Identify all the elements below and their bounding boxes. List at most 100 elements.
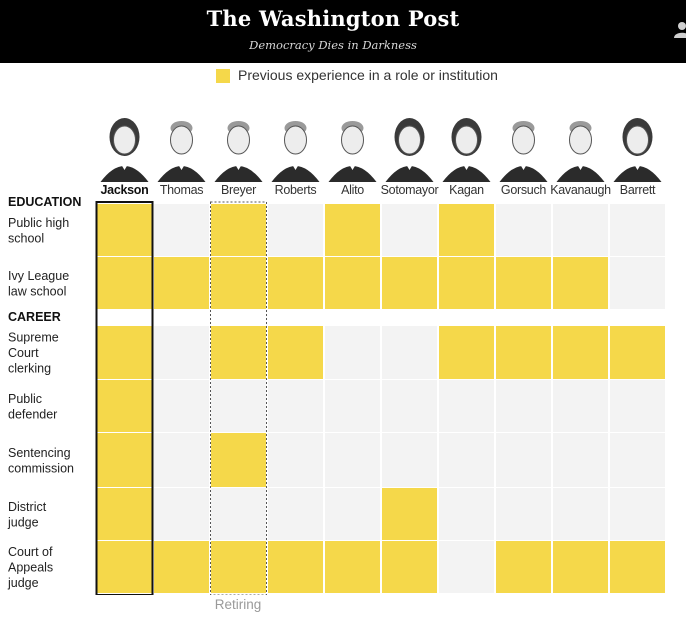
row-label: commission <box>8 461 74 475</box>
legend-swatch <box>216 69 230 83</box>
cell-filled <box>553 257 608 309</box>
retiring-label: Retiring <box>214 597 262 612</box>
portrait-barrett <box>613 118 662 182</box>
portrait-kavanaugh <box>556 121 605 182</box>
cell-filled <box>439 257 494 309</box>
portrait-kagan <box>442 118 491 182</box>
cell-empty <box>610 257 665 309</box>
cell-filled <box>97 433 152 487</box>
portrait-robe <box>271 166 320 182</box>
cell-empty <box>154 488 209 540</box>
cell-empty <box>553 488 608 540</box>
cell-filled <box>97 257 152 309</box>
cell-filled <box>211 257 266 309</box>
cell-filled <box>496 326 551 379</box>
cell-empty <box>268 204 323 256</box>
cell-empty <box>553 380 608 432</box>
cell-empty <box>382 204 437 256</box>
cell-filled <box>496 541 551 593</box>
cell-empty <box>610 380 665 432</box>
cell-filled <box>553 541 608 593</box>
row-label: law school <box>8 284 66 298</box>
row-label: school <box>8 231 44 245</box>
experience-grid-chart: Jackson Thomas Breyer Roberts Alito Sotomayor… <box>7 118 665 595</box>
cell-filled <box>325 204 380 256</box>
portrait-face <box>626 125 649 155</box>
portrait-face <box>569 125 592 155</box>
cell-empty <box>211 488 266 540</box>
portrait-face <box>284 125 307 155</box>
portrait-collar <box>118 160 131 170</box>
justice-name-alito: Alito <box>341 183 364 197</box>
cell-empty <box>382 433 437 487</box>
portrait-sotomayor <box>385 118 434 182</box>
portrait-collar <box>175 160 188 170</box>
cell-filled <box>439 326 494 379</box>
cell-filled <box>610 541 665 593</box>
cell-empty <box>553 204 608 256</box>
portrait-gorsuch <box>499 121 548 182</box>
portrait-collar <box>232 160 245 170</box>
cell-empty <box>268 433 323 487</box>
portrait-face <box>113 125 136 155</box>
cell-empty <box>154 204 209 256</box>
portrait-roberts <box>271 121 320 182</box>
cell-filled <box>97 380 152 432</box>
cell-filled <box>211 204 266 256</box>
cell-empty <box>325 433 380 487</box>
row-label: Appeals <box>8 561 53 575</box>
cell-filled <box>211 433 266 487</box>
cell-filled <box>553 326 608 379</box>
legend-label: Previous experience in a role or institu… <box>238 67 498 83</box>
portrait-collar <box>460 160 473 170</box>
masthead: The Washington Post Democracy Dies in Da… <box>0 0 686 63</box>
row-label: Ivy League <box>8 269 69 283</box>
row-label: Sentencing <box>8 446 71 460</box>
portrait-collar <box>346 160 359 170</box>
portrait-face <box>341 125 364 155</box>
cell-filled <box>97 488 152 540</box>
portrait-face <box>455 125 478 155</box>
justice-name-breyer: Breyer <box>221 183 256 197</box>
cell-filled <box>325 257 380 309</box>
user-icon[interactable] <box>672 21 686 39</box>
justice-name-barrett: Barrett <box>620 183 656 197</box>
cell-filled <box>97 204 152 256</box>
cell-filled <box>382 541 437 593</box>
portrait-robe <box>556 166 605 182</box>
portrait-collar <box>289 160 302 170</box>
portrait-face <box>170 125 193 155</box>
justice-name-sotomayor: Sotomayor <box>381 183 439 197</box>
cell-filled <box>382 488 437 540</box>
row-label: Court of <box>8 545 53 559</box>
cell-filled <box>268 326 323 379</box>
section-header-career: CAREER <box>8 310 61 324</box>
portrait-thomas <box>157 121 206 182</box>
row-label: clerking <box>8 362 51 376</box>
portrait-alito <box>328 121 377 182</box>
justice-name-gorsuch: Gorsuch <box>501 183 546 197</box>
row-label: defender <box>8 407 57 421</box>
row-label: judge <box>7 515 39 529</box>
portrait-collar <box>517 160 530 170</box>
portrait-collar <box>574 160 587 170</box>
portrait-robe <box>157 166 206 182</box>
row-label: Public <box>8 392 42 406</box>
row-label: Public high <box>8 216 69 230</box>
portrait-robe <box>100 166 149 182</box>
justice-name-kagan: Kagan <box>449 183 484 197</box>
portrait-robe <box>442 166 491 182</box>
portrait-robe <box>385 166 434 182</box>
cell-empty <box>496 204 551 256</box>
cell-empty <box>382 380 437 432</box>
row-label: District <box>8 500 47 514</box>
cell-filled <box>97 326 152 379</box>
highlight-box-jackson <box>95 201 154 595</box>
cell-filled <box>268 541 323 593</box>
portrait-robe <box>328 166 377 182</box>
cell-empty <box>496 488 551 540</box>
cell-empty <box>211 380 266 432</box>
cell-empty <box>439 488 494 540</box>
portrait-face <box>512 125 535 155</box>
retiring-box-breyer <box>210 201 267 595</box>
